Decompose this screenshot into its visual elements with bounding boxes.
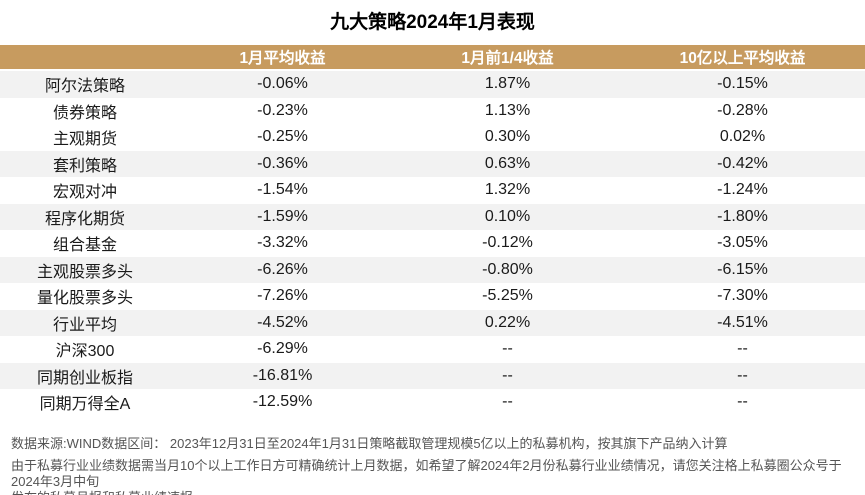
jan-average-return-value: -16.81% [252,366,313,384]
strategy-performance-table: 1月平均收益 1月前1/4收益 10亿以上平均收益 阿尔法策略 -0.06% 1… [0,45,865,416]
table-row: 沪深300 -6.29% -- -- [0,336,865,363]
jan-top-quartile-return-value: 0.10% [484,207,531,225]
over-1b-average-return-value: -6.15% [717,260,768,278]
over-1b-average-return-value: 0.02% [719,128,766,146]
strategy-name: 债券策略 [52,104,117,122]
jan-average-return-value: -0.06% [257,75,308,93]
header-jan-top-quartile-return: 1月前1/4收益 [395,45,620,71]
over-1b-average-return-value: -7.30% [717,287,768,305]
header-strategy-blank [0,45,170,71]
strategy-name: 沪深300 [55,343,115,361]
footnotes: 数据来源:WIND数据区间： 2023年12月31日至2024年1月31日策略截… [0,436,865,495]
over-1b-average-return-value: -3.05% [717,234,768,252]
page-title: 九大策略2024年1月表现 [330,12,535,33]
table-row: 阿尔法策略 -0.06% 1.87% -0.15% [0,70,865,98]
over-1b-average-return-value: -4.51% [717,313,768,331]
jan-average-return-value: -0.36% [257,154,308,172]
table-row: 同期创业板指 -16.81% -- -- [0,362,865,389]
strategy-name: 主观期货 [52,131,117,149]
strategy-name: 量化股票多头 [36,290,133,308]
strategy-name: 程序化期货 [44,210,125,228]
footnote-detail-1: 由于私募行业业绩数据需当月10个以上工作日方可精确统计上月数据，如希望了解202… [11,457,842,489]
table-row: 行业平均 -4.52% 0.22% -4.51% [0,309,865,336]
over-1b-average-return-value: -0.15% [717,75,768,93]
jan-average-return-value: -0.25% [257,128,308,146]
jan-top-quartile-return-value: 1.87% [484,75,531,93]
over-1b-average-return-value: -0.28% [717,101,768,119]
table-row: 主观期货 -0.25% 0.30% 0.02% [0,124,865,151]
table-row: 主观股票多头 -6.26% -0.80% -6.15% [0,256,865,283]
jan-average-return-value: -1.59% [257,207,308,225]
jan-top-quartile-return-value: 1.32% [484,181,531,199]
strategy-name: 同期万得全A [39,396,131,414]
jan-average-return-value: -12.59% [252,393,313,411]
jan-top-quartile-return-value: 0.63% [484,154,531,172]
jan-average-return-value: -7.26% [257,287,308,305]
strategy-name: 行业平均 [52,316,117,334]
over-1b-average-return-value: -0.42% [717,154,768,172]
over-1b-average-return-value: -1.24% [717,181,768,199]
table-row: 宏观对冲 -1.54% 1.32% -1.24% [0,177,865,204]
footnote-data-source: 数据来源:WIND数据区间： 2023年12月31日至2024年1月31日策略截… [11,435,728,451]
over-1b-average-return-value: -1.80% [717,207,768,225]
strategy-name: 同期创业板指 [36,369,133,387]
jan-top-quartile-return-value: 0.30% [484,128,531,146]
table-row: 同期万得全A -12.59% -- -- [0,389,865,416]
jan-average-return-value: -6.29% [257,340,308,358]
jan-average-return-value: -4.52% [257,313,308,331]
jan-top-quartile-return-value: 1.13% [484,101,531,119]
table-header-row: 1月平均收益 1月前1/4收益 10亿以上平均收益 [0,45,865,71]
jan-top-quartile-return-value: -- [502,340,513,358]
strategy-name: 主观股票多头 [36,263,133,281]
table-row: 组合基金 -3.32% -0.12% -3.05% [0,230,865,257]
strategy-name: 组合基金 [52,237,117,255]
table-row: 程序化期货 -1.59% 0.10% -1.80% [0,203,865,230]
strategy-name: 宏观对冲 [52,184,117,202]
table-row: 量化股票多头 -7.26% -5.25% -7.30% [0,283,865,310]
jan-average-return-value: -3.32% [257,234,308,252]
jan-top-quartile-return-value: -0.80% [482,260,533,278]
jan-average-return-value: -1.54% [257,181,308,199]
jan-top-quartile-return-value: -- [502,393,513,411]
header-over-1b-average-return: 10亿以上平均收益 [620,45,865,71]
header-jan-average-return: 1月平均收益 [170,45,395,71]
over-1b-average-return-value: -- [737,366,748,384]
over-1b-average-return-value: -- [737,393,748,411]
jan-average-return-value: -6.26% [257,260,308,278]
strategy-name: 阿尔法策略 [44,78,125,96]
jan-top-quartile-return-value: -0.12% [482,234,533,252]
jan-average-return-value: -0.23% [257,101,308,119]
table-row: 套利策略 -0.36% 0.63% -0.42% [0,150,865,177]
footnote-detail-2: 发布的私募月报和私募业绩速报。 [11,490,857,495]
jan-top-quartile-return-value: 0.22% [484,313,531,331]
table-row: 债券策略 -0.23% 1.13% -0.28% [0,98,865,125]
jan-top-quartile-return-value: -- [502,366,513,384]
over-1b-average-return-value: -- [737,340,748,358]
strategy-name: 套利策略 [52,157,117,175]
jan-top-quartile-return-value: -5.25% [482,287,533,305]
